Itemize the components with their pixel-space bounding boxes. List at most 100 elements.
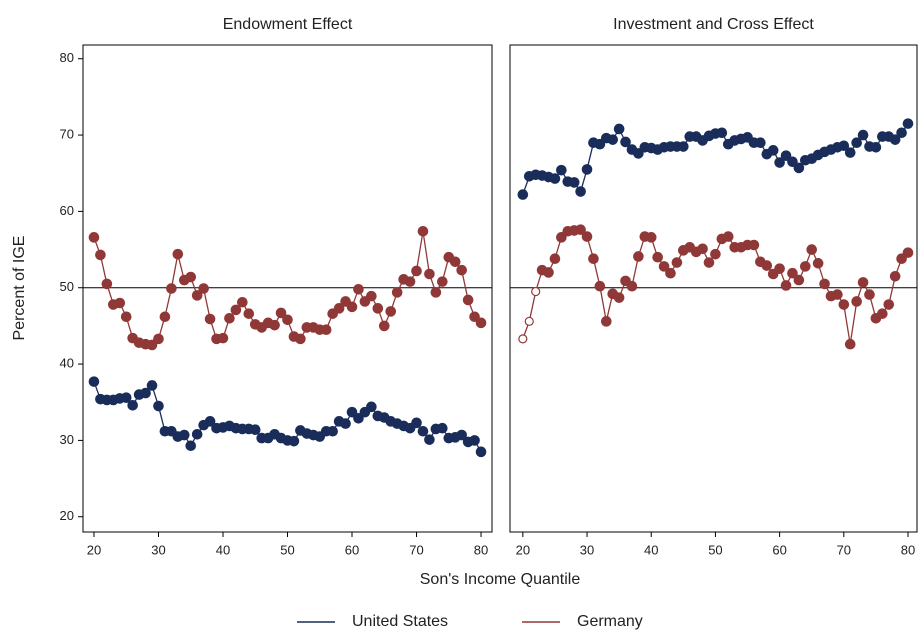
y-tick-label: 70 (60, 127, 74, 142)
data-point (870, 141, 882, 153)
y-tick-label: 80 (60, 50, 74, 65)
data-point (864, 289, 875, 300)
data-point (575, 186, 586, 197)
data-point (385, 306, 397, 317)
data-point (896, 127, 907, 139)
data-point (127, 399, 138, 411)
data-point (327, 425, 338, 437)
data-point (761, 260, 773, 271)
x-tick-label: 70 (837, 542, 851, 557)
x-tick-label: 80 (474, 542, 488, 557)
data-point (449, 256, 461, 268)
data-point (372, 303, 384, 314)
data-point (626, 280, 638, 292)
data-point (774, 157, 785, 168)
data-point (517, 189, 529, 200)
data-point (101, 278, 113, 290)
x-tick-label: 70 (409, 542, 423, 557)
data-point (120, 392, 132, 403)
data-point (366, 290, 377, 302)
y-axis-label: Percent of IGE (11, 236, 28, 341)
data-point (172, 248, 184, 260)
data-point (185, 271, 197, 283)
data-point (671, 257, 683, 268)
data-point (166, 283, 177, 294)
data-point (411, 417, 422, 429)
data-point (812, 258, 824, 269)
data-point (787, 267, 798, 279)
data-point (204, 313, 216, 325)
y-tick-label: 60 (60, 203, 74, 218)
data-point (114, 297, 126, 309)
data-point (88, 232, 100, 243)
data-point (159, 311, 171, 323)
data-point (531, 286, 541, 297)
data-point (282, 314, 293, 326)
data-point (288, 435, 300, 447)
y-tick-label: 40 (60, 356, 74, 371)
data-point (320, 324, 332, 336)
series-line (522, 229, 909, 345)
data-point (333, 303, 345, 314)
x-tick-label: 30 (151, 542, 165, 557)
data-point (774, 263, 785, 274)
data-point (391, 287, 403, 298)
data-point (95, 249, 106, 261)
data-point (838, 140, 850, 152)
data-point (469, 435, 480, 446)
data-point (658, 261, 670, 272)
data-point (613, 292, 625, 303)
data-point (748, 239, 760, 251)
data-point (353, 283, 364, 295)
data-point (217, 332, 229, 344)
plot-frame (82, 44, 493, 533)
data-point (581, 231, 593, 242)
data-point (543, 267, 554, 278)
x-tick-label: 20 (87, 542, 101, 557)
x-tick-label: 80 (901, 542, 915, 557)
data-point (230, 304, 242, 316)
data-point (437, 276, 448, 287)
data-point (198, 283, 209, 294)
data-point (780, 280, 792, 291)
data-point (793, 162, 805, 174)
data-point (462, 294, 474, 306)
data-point (607, 134, 619, 145)
data-point (832, 289, 843, 300)
data-point (146, 380, 158, 391)
data-point (838, 299, 850, 310)
x-tick-label: 30 (580, 542, 594, 557)
data-point (889, 270, 901, 282)
data-point (568, 177, 580, 188)
y-tick-label: 30 (60, 432, 74, 447)
data-point (417, 225, 429, 237)
data-point (191, 428, 203, 440)
data-point (844, 338, 856, 350)
data-point (249, 424, 261, 436)
data-point (475, 317, 487, 329)
data-point (799, 261, 811, 272)
data-point (678, 141, 689, 152)
data-point (556, 164, 567, 176)
data-point (424, 268, 435, 280)
data-point (594, 280, 606, 292)
data-point (366, 401, 377, 413)
data-point (665, 267, 676, 279)
data-point (889, 134, 901, 145)
data-point (620, 136, 631, 148)
data-point (857, 129, 869, 141)
data-point (153, 333, 164, 345)
data-point (851, 296, 862, 307)
data-point (645, 232, 657, 243)
x-tick-label: 40 (644, 542, 658, 557)
data-point (417, 425, 429, 437)
data-point (275, 307, 287, 319)
x-tick-label: 50 (280, 542, 294, 557)
data-point (902, 247, 914, 258)
data-point (243, 308, 255, 319)
legend-label: Germany (577, 613, 643, 630)
data-point (456, 264, 467, 276)
data-point (851, 137, 862, 149)
data-point (518, 334, 528, 344)
y-tick-label: 50 (60, 279, 74, 294)
